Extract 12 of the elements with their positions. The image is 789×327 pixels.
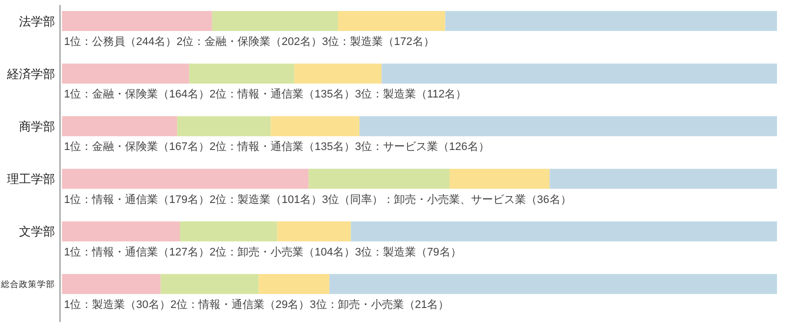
annotation: 1位：情報・通信業（127名）2位：卸売・小売業（104名）3位：製造業（79名）	[64, 245, 462, 258]
annotation: 1位：製造業（30名）2位：情報・通信業（29名）3位：卸売・小売業（21名）	[64, 298, 450, 311]
y-tick-label: 経済学部	[6, 66, 55, 81]
y-tick-label: 商学部	[19, 120, 55, 134]
annotation: 1位：情報・通信業（179名）2位：製造業（101名）3位（同率）：卸売・小売業、サービス業（36名）	[64, 192, 572, 206]
annotation: 1位：金融・保険業（167名）2位：情報・通信業（135名）3位：サービス業（126名）	[64, 140, 490, 154]
annotation: 1位：金融・保険業（164名）2位：情報・通信業（135名）3位：製造業（112名）	[64, 88, 467, 101]
y-tick-label: 法学部	[19, 14, 55, 28]
y-tick-label: 理工学部	[7, 172, 55, 186]
y-tick-label: 総合政策学部	[0, 279, 55, 290]
y-tick-label: 文学部	[19, 224, 55, 239]
annotation: 1位：公務員（244名）2位：金融・保険業（202名）3位：製造業（172名）	[64, 35, 434, 48]
